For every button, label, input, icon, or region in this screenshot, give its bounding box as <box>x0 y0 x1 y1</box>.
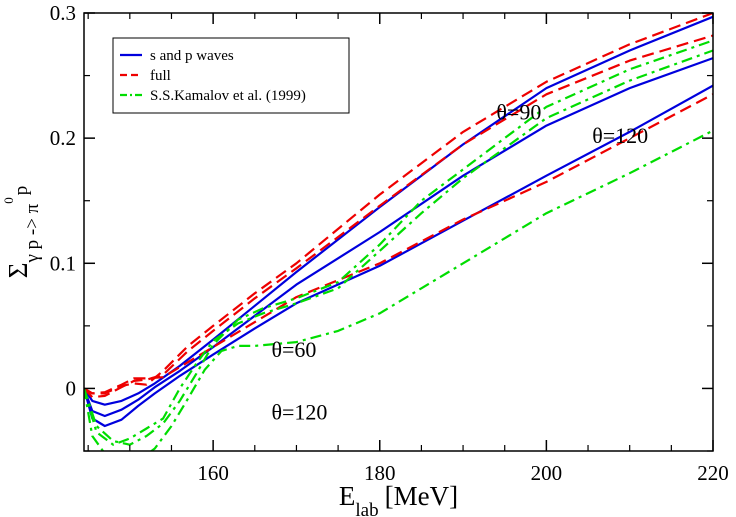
series-line-6 <box>84 39 713 446</box>
y-tick-label: 0.1 <box>50 251 76 275</box>
y-axis-label-main: Σ <box>3 263 33 279</box>
y-tick-label: 0.2 <box>50 126 76 150</box>
x-axis-label-unit: [MeV] <box>385 481 458 511</box>
x-axis-label: Elab [MeV] <box>339 481 458 517</box>
ticks-layer <box>84 12 714 452</box>
legend-box <box>112 37 350 114</box>
tick-labels-layer: 160 180 200 220 0 0.1 0.2 0.3 <box>50 1 729 485</box>
x-tick-label: 200 <box>531 461 563 485</box>
series-line-4 <box>84 34 713 399</box>
x-axis-label-main: E <box>339 481 356 511</box>
legend-label: s and p waves <box>150 48 234 64</box>
y-axis-label-sup: 0 <box>1 197 16 204</box>
x-tick-label: 220 <box>697 461 729 485</box>
y-tick-label: 0 <box>66 376 77 400</box>
x-tick-label: 160 <box>197 461 229 485</box>
y-axis-label: Σγ p -> π 0p <box>1 186 43 279</box>
x-axis-label-sub: lab <box>355 500 378 517</box>
y-axis-label-sub: γ p -> π <box>22 203 43 263</box>
y-axis-label-tail: p <box>11 186 32 196</box>
annotation-layer: θ=90 θ=120 θ=60 θ=120 <box>271 99 648 424</box>
series-layer <box>84 13 713 451</box>
legend: s and p waves full S.S.Kamalov et al. (199… <box>112 37 350 114</box>
series-line-1 <box>84 57 713 418</box>
plot-frame <box>83 12 714 452</box>
series-line-5 <box>84 93 713 395</box>
y-tick-label: 0.3 <box>50 1 76 25</box>
curve-annotation: θ=120 <box>592 123 648 148</box>
series-line-7 <box>84 49 713 446</box>
legend-label: S.S.Kamalov et al. (1999) <box>150 88 306 104</box>
curve-annotation: θ=60 <box>271 337 316 362</box>
x-tick-label: 180 <box>364 461 396 485</box>
curve-annotation: θ=120 <box>271 400 327 425</box>
series-line-2 <box>84 84 713 428</box>
legend-label: full <box>150 68 171 84</box>
curve-annotation: θ=90 <box>496 99 541 124</box>
